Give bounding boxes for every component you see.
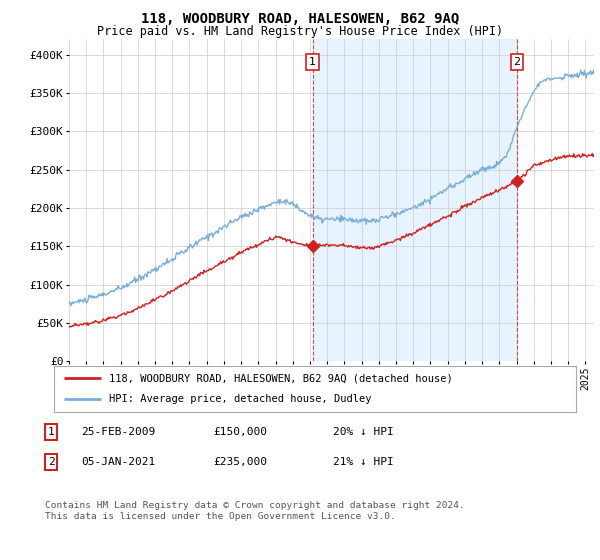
Text: 05-JAN-2021: 05-JAN-2021 — [81, 457, 155, 467]
Text: 118, WOODBURY ROAD, HALESOWEN, B62 9AQ (detached house): 118, WOODBURY ROAD, HALESOWEN, B62 9AQ (… — [109, 373, 452, 383]
Text: £150,000: £150,000 — [213, 427, 267, 437]
Bar — [313, 39, 517, 361]
Text: £235,000: £235,000 — [213, 457, 267, 467]
Text: Contains HM Land Registry data © Crown copyright and database right 2024.
This d: Contains HM Land Registry data © Crown c… — [45, 501, 465, 521]
Text: 1: 1 — [47, 427, 55, 437]
Text: 21% ↓ HPI: 21% ↓ HPI — [333, 457, 394, 467]
Text: 2: 2 — [514, 57, 520, 67]
Text: 2: 2 — [47, 457, 55, 467]
Text: 20% ↓ HPI: 20% ↓ HPI — [333, 427, 394, 437]
Text: Price paid vs. HM Land Registry's House Price Index (HPI): Price paid vs. HM Land Registry's House … — [97, 25, 503, 38]
Text: 1: 1 — [309, 57, 316, 67]
Text: HPI: Average price, detached house, Dudley: HPI: Average price, detached house, Dudl… — [109, 394, 371, 404]
Text: 25-FEB-2009: 25-FEB-2009 — [81, 427, 155, 437]
Text: 118, WOODBURY ROAD, HALESOWEN, B62 9AQ: 118, WOODBURY ROAD, HALESOWEN, B62 9AQ — [141, 12, 459, 26]
